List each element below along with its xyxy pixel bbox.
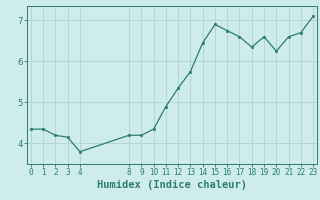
X-axis label: Humidex (Indice chaleur): Humidex (Indice chaleur) xyxy=(97,180,247,190)
